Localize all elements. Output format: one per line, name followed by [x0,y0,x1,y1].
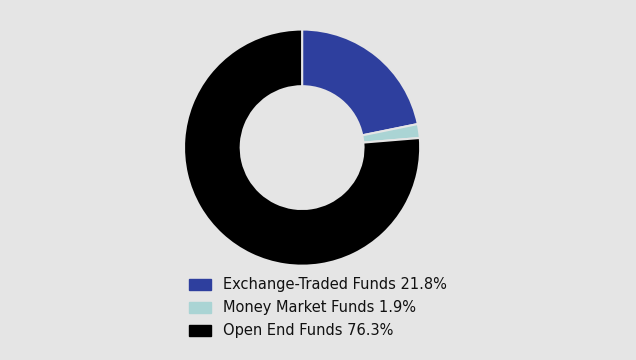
Legend: Exchange-Traded Funds 21.8%, Money Market Funds 1.9%, Open End Funds 76.3%: Exchange-Traded Funds 21.8%, Money Marke… [182,270,454,346]
Wedge shape [184,30,420,266]
Circle shape [240,86,364,209]
Wedge shape [302,30,418,135]
Wedge shape [363,124,420,143]
